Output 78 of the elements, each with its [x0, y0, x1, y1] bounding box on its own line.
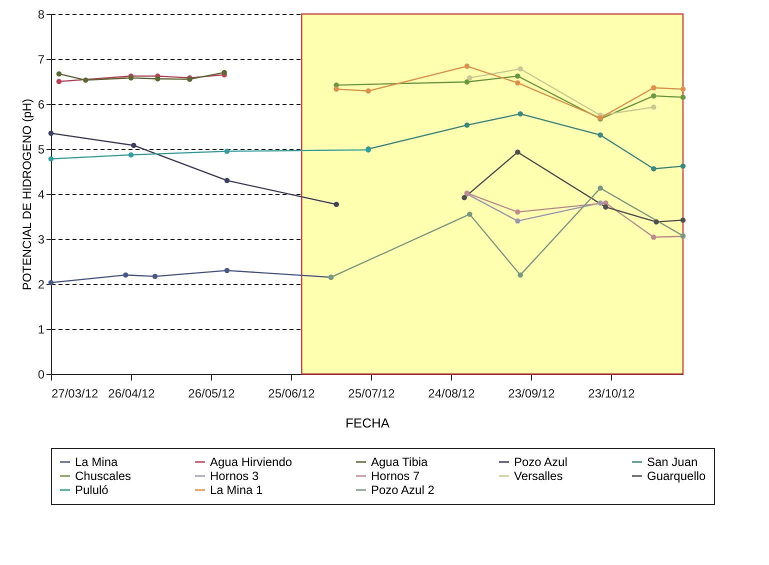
point — [651, 85, 656, 90]
point — [464, 79, 470, 85]
point — [603, 204, 608, 210]
point — [131, 142, 136, 148]
point — [515, 73, 520, 79]
point — [515, 150, 520, 155]
y-tick-label: 0 — [38, 368, 45, 382]
point — [651, 93, 656, 99]
point — [518, 111, 523, 117]
legend-label: Chuscales — [75, 469, 132, 483]
point — [680, 163, 686, 169]
point — [680, 86, 686, 92]
point — [598, 186, 603, 191]
x-tick-label: 23/10/12 — [588, 386, 636, 400]
y-tick-label: 7 — [38, 52, 45, 66]
point — [224, 268, 230, 274]
point — [598, 132, 603, 138]
point — [598, 200, 603, 206]
point — [56, 78, 62, 84]
point — [651, 166, 656, 172]
point — [334, 202, 339, 207]
point — [48, 130, 54, 136]
y-tick-label: 5 — [38, 142, 45, 156]
y-axis-title: POTENCIAL DE HIDROGENO (pH) — [20, 98, 34, 290]
legend-label: Pozo Azul 2 — [371, 483, 435, 497]
point — [48, 156, 54, 162]
legend-label: Hornos 3 — [210, 469, 260, 483]
point — [48, 280, 54, 286]
point — [56, 71, 62, 76]
point — [651, 234, 656, 240]
legend-label: La Mina — [75, 455, 118, 469]
x-axis-title: FECHA — [345, 416, 390, 430]
legend-label: Pozo Azul — [514, 455, 568, 469]
legend-label: Pululó — [75, 483, 109, 497]
point — [123, 272, 128, 278]
point — [155, 76, 160, 82]
y-tick-label: 1 — [38, 322, 45, 336]
point — [467, 75, 472, 81]
point — [464, 122, 470, 128]
point — [83, 78, 88, 83]
x-tick-label: 25/06/12 — [268, 386, 316, 400]
point — [222, 70, 227, 76]
legend-label: Guarquello — [647, 469, 706, 483]
point — [680, 94, 686, 100]
legend-label: La Mina 1 — [210, 483, 264, 497]
point — [515, 80, 520, 86]
x-tick-label: 26/05/12 — [188, 386, 236, 400]
point — [518, 66, 523, 72]
point — [462, 194, 467, 200]
point — [680, 217, 686, 223]
point — [464, 64, 470, 69]
point — [651, 104, 656, 110]
y-tick-label: 2 — [38, 278, 45, 292]
x-tick-label: 23/09/12 — [508, 386, 556, 400]
legend-label: Hornos 7 — [371, 469, 420, 483]
y-tick-label: 6 — [38, 98, 45, 112]
y-tick-label: 3 — [38, 232, 45, 246]
legend-label: Agua Hirviendo — [210, 455, 292, 469]
legend-label: Agua Tibia — [371, 455, 428, 469]
legend-label: Versalles — [514, 469, 563, 483]
x-tick-label: 26/04/12 — [108, 386, 156, 400]
point — [366, 88, 371, 94]
point — [128, 152, 134, 158]
y-tick-label: 4 — [38, 188, 45, 202]
point — [467, 212, 472, 217]
point — [334, 86, 339, 92]
point — [515, 209, 520, 215]
point — [654, 219, 659, 225]
point — [515, 218, 520, 224]
x-tick-label: 27/03/12 — [52, 386, 99, 400]
point — [518, 272, 523, 278]
y-tick-label: 8 — [38, 8, 45, 22]
point — [224, 178, 230, 184]
point — [224, 148, 230, 154]
x-tick-label: 24/08/12 — [428, 386, 476, 400]
legend-label: San Juan — [647, 455, 698, 469]
x-tick-label: 25/07/12 — [348, 386, 396, 400]
point — [152, 274, 158, 279]
